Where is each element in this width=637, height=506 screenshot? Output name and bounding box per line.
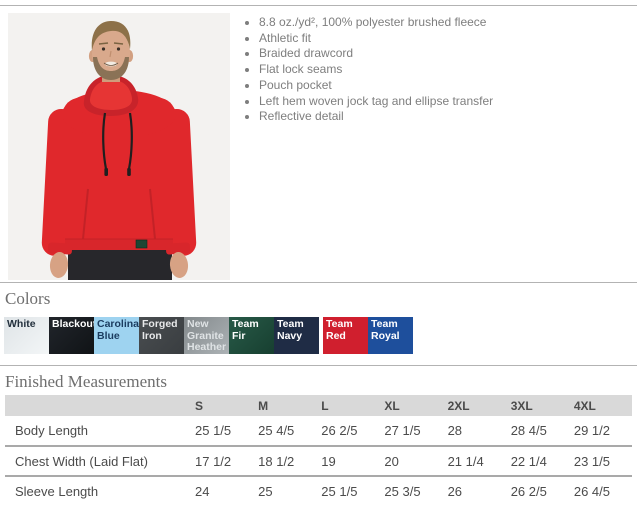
measurement-cell: 25 1/5: [195, 423, 232, 438]
table-row: Chest Width (Laid Flat) 17 1/2 18 1/2 19 20 2…: [5, 446, 632, 476]
color-swatch-label: Team Red: [326, 318, 353, 342]
color-swatch-label: White: [7, 318, 36, 330]
measurement-cell: 26 2/5: [321, 423, 358, 438]
feature-item: Reflective detail: [259, 109, 493, 125]
measurement-cell: 25 4/5: [258, 423, 295, 438]
measurement-cell: 28 4/5: [510, 423, 547, 438]
color-swatch-blackout[interactable]: Blackout: [49, 317, 94, 354]
row-label: Body Length: [15, 423, 89, 438]
column-header: 4XL: [573, 398, 596, 413]
measurement-cell: 20: [384, 453, 399, 469]
color-swatch-new-granite-heather[interactable]: New Granite Heather: [184, 317, 229, 354]
measurement-cell: 21 1/4: [447, 453, 484, 469]
measurement-cell: 26 4/5: [573, 484, 610, 499]
column-header: L: [321, 398, 329, 413]
feature-item: Pouch pocket: [259, 78, 493, 94]
column-header: M: [258, 398, 269, 413]
column-header: 3XL: [510, 398, 533, 413]
color-swatch-label: Blackout: [52, 318, 94, 330]
drawcords: [102, 112, 133, 170]
color-swatch-team-royal[interactable]: Team Royal: [368, 317, 413, 354]
column-header: 2XL: [447, 398, 470, 413]
product-spec-page: 8.8 oz./yd², 100% polyester brushed flee…: [0, 5, 637, 506]
model-hair: [91, 21, 131, 51]
color-swatch-label: Carolina Blue: [97, 318, 139, 342]
pants: [68, 245, 172, 280]
table-row: Sleeve Length 24 25 25 1/5 25 3/5 26 26 2/5 26 …: [5, 476, 632, 506]
color-swatch-team-fir[interactable]: Team Fir: [229, 317, 274, 354]
color-swatch-label: Team Navy: [277, 318, 304, 342]
product-photo: [8, 13, 230, 280]
feature-item: Braided drawcord: [259, 46, 493, 62]
measurements-table: S M L XL 2XL 3XL 4XL Body Length 25 1/5 25 4/5 26…: [5, 395, 632, 506]
color-swatch-forged-iron[interactable]: Forged Iron: [139, 317, 184, 354]
measurement-cell: 26: [447, 484, 463, 499]
color-swatch-white[interactable]: White: [4, 317, 49, 354]
colors-divider: [0, 282, 637, 283]
measurement-cell: 29 1/2: [573, 423, 610, 438]
row-label: Chest Width (Laid Flat): [15, 453, 148, 469]
column-header: S: [195, 398, 204, 413]
model-beard: [93, 57, 129, 80]
measurement-cell: 17 1/2: [195, 453, 232, 469]
color-swatch-carolina-blue[interactable]: Carolina Blue: [94, 317, 139, 354]
feature-item: 8.8 oz./yd², 100% polyester brushed flee…: [259, 15, 493, 31]
row-label: Sleeve Length: [15, 484, 99, 499]
column-header: [5, 395, 190, 416]
color-swatch-label: Forged Iron: [142, 318, 178, 342]
measurement-cell: 25: [258, 484, 273, 499]
colors-heading: Colors: [5, 289, 51, 308]
table-row: Body Length 25 1/5 25 4/5 26 2/5 27 1/5 28 28 …: [5, 416, 632, 446]
color-swatch-team-red[interactable]: Team Red: [323, 317, 368, 354]
measurement-cell: 23 1/5: [573, 453, 610, 469]
measurements-heading: Finished Measurements: [5, 372, 167, 391]
measurement-cell: 19: [321, 453, 336, 469]
measurement-cell: 26 2/5: [510, 484, 547, 499]
product-overview: 8.8 oz./yd², 100% polyester brushed flee…: [8, 13, 637, 280]
jock-tag: [135, 239, 148, 249]
color-swatch-row: White Blackout Carolina Blue Forged Iron New…: [4, 317, 637, 354]
measurement-cell: 18 1/2: [258, 453, 295, 469]
measurements-divider: [0, 365, 637, 366]
measurement-cell: 25 3/5: [384, 484, 421, 499]
color-swatch-team-navy[interactable]: Team Navy: [274, 317, 319, 354]
measurement-cell: 28: [447, 423, 463, 438]
pouch-pocket: [82, 188, 156, 240]
measurement-cell: 27 1/5: [384, 423, 421, 438]
top-divider: [0, 5, 637, 6]
color-swatch-label: Team Fir: [232, 318, 259, 342]
feature-list: 8.8 oz./yd², 100% polyester brushed flee…: [242, 15, 493, 125]
measurement-cell: 24: [195, 484, 210, 499]
column-header: XL: [384, 398, 400, 413]
measurement-cell: 25 1/5: [321, 484, 358, 499]
model-in-red-hoodie-illustration: [8, 13, 230, 280]
table-header-row: S M L XL 2XL 3XL 4XL: [5, 395, 632, 416]
measurement-cell: 22 1/4: [510, 453, 547, 469]
color-swatch-label: Team Royal: [371, 318, 400, 342]
feature-item: Left hem woven jock tag and ellipse tran…: [259, 94, 493, 110]
color-swatch-label: New Granite Heather: [187, 318, 227, 353]
feature-item: Athletic fit: [259, 31, 493, 47]
feature-item: Flat lock seams: [259, 62, 493, 78]
